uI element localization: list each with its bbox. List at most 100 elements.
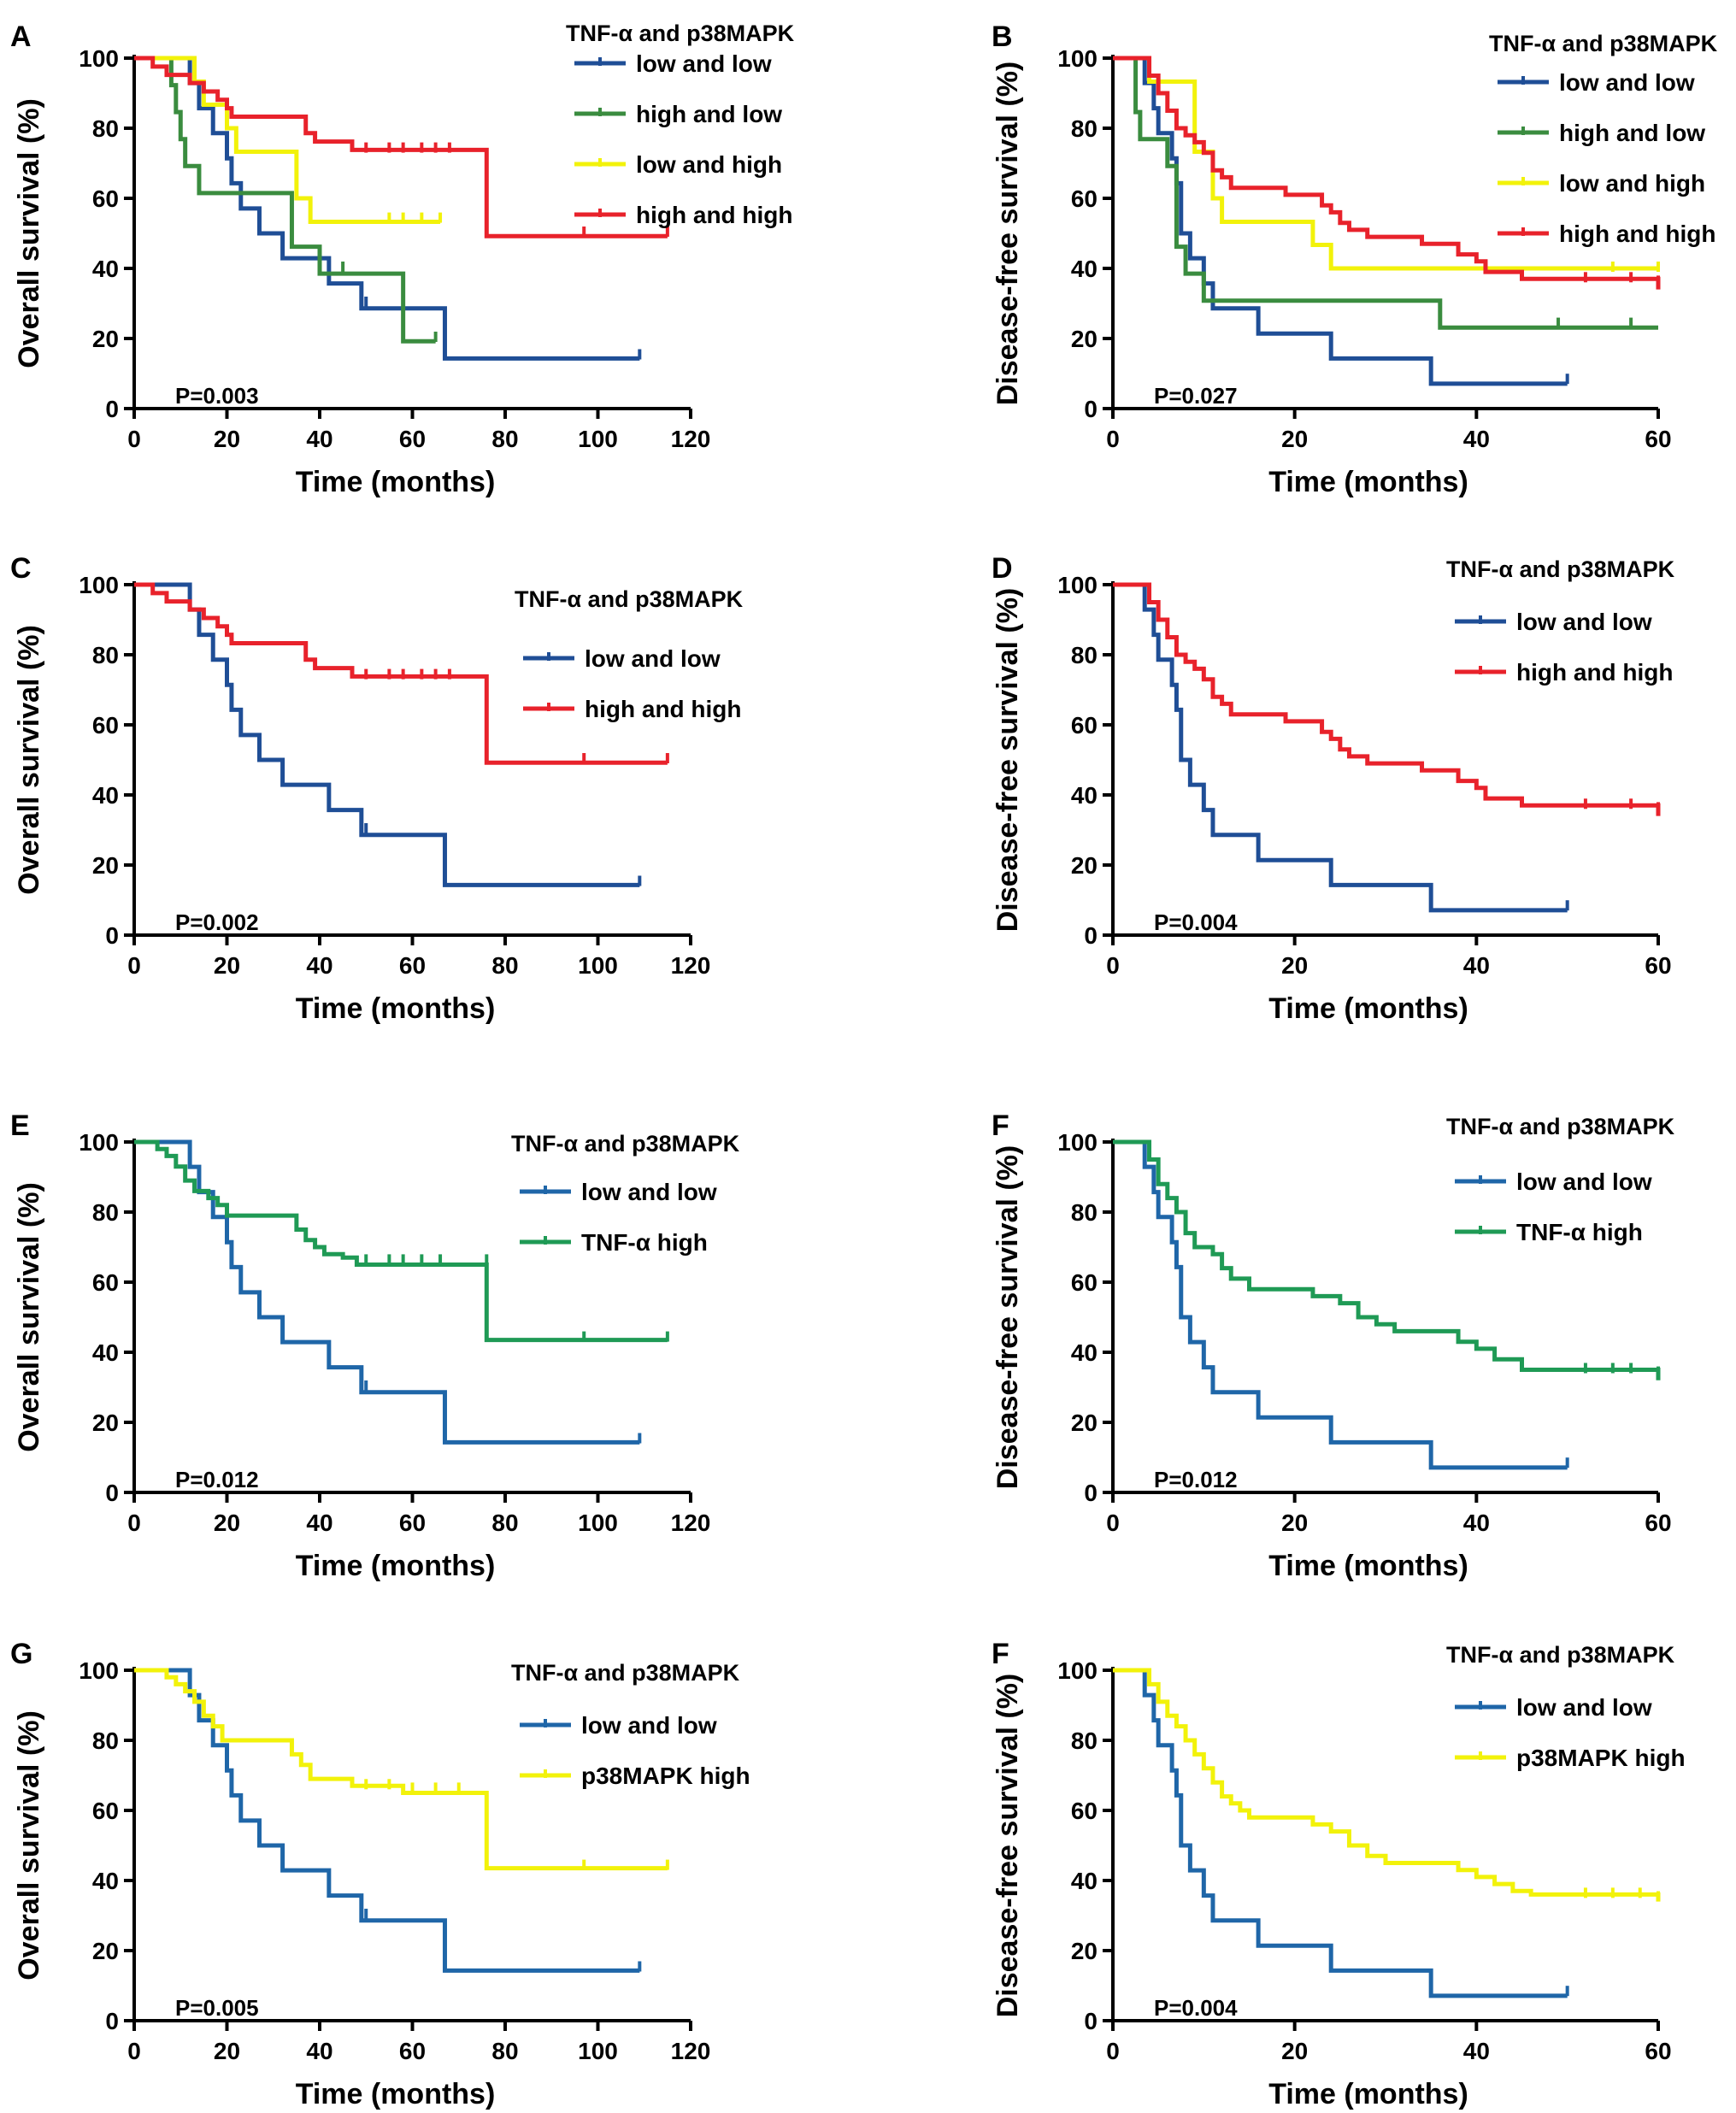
x-tick-label: 100 xyxy=(578,426,618,452)
p-value: P=0.012 xyxy=(1154,1467,1238,1492)
x-tick-label: 40 xyxy=(1463,426,1490,452)
y-tick-label: 80 xyxy=(92,1727,119,1754)
y-tick-label: 20 xyxy=(92,1938,119,1964)
legend-label: high and low xyxy=(636,101,782,127)
y-tick-label: 60 xyxy=(92,185,119,212)
panel-letter: A xyxy=(10,21,32,53)
x-axis-title: Time (months) xyxy=(296,466,496,498)
y-tick-label: 60 xyxy=(1071,1798,1098,1824)
x-tick-label: 80 xyxy=(491,426,518,452)
x-tick-label: 100 xyxy=(578,2038,618,2064)
y-tick-label: 40 xyxy=(1071,1868,1098,1894)
x-tick-label: 40 xyxy=(306,2038,332,2064)
km-curve-low-and-low xyxy=(134,582,640,887)
y-axis-title: Overall survival (%) xyxy=(13,1710,45,1981)
y-tick-label: 80 xyxy=(92,1199,119,1226)
panel-letter: D xyxy=(992,552,1013,585)
panel-f-6: F 0 20 40 60 80 100 0 20 40 60 Time (months) Disease… xyxy=(992,1109,1675,1582)
legend-label: low and low xyxy=(585,645,721,672)
x-axis-title: Time (months) xyxy=(1268,2078,1468,2110)
x-tick-label: 60 xyxy=(1645,1510,1671,1536)
p-value: P=0.003 xyxy=(175,383,259,409)
x-tick-label: 40 xyxy=(306,426,332,452)
legend-label: low and low xyxy=(636,50,772,77)
y-tick-label: 20 xyxy=(92,1410,119,1436)
panel-c-3: C 0 20 40 60 80 100 0 20 40 60 80 100 120 Time (months… xyxy=(10,552,744,1025)
legend-label: low and low xyxy=(1559,69,1695,96)
x-tick-label: 80 xyxy=(491,2038,518,2064)
x-tick-label: 60 xyxy=(1645,426,1671,452)
km-curve-low-and-high xyxy=(134,56,441,224)
y-axis-title: Overall survival (%) xyxy=(13,1182,45,1452)
panel-f-8: F 0 20 40 60 80 100 0 20 40 60 Time (months) Disease… xyxy=(992,1638,1686,2110)
y-tick-label: 60 xyxy=(92,712,119,739)
x-tick-label: 60 xyxy=(399,426,426,452)
legend-label: low and low xyxy=(1516,1168,1652,1195)
x-tick-label: 20 xyxy=(214,1510,240,1536)
p-value: P=0.005 xyxy=(175,1995,259,2021)
x-axis-title: Time (months) xyxy=(1268,992,1468,1025)
legend-title: TNF-α and p38MAPK xyxy=(515,586,744,612)
x-tick-label: 100 xyxy=(578,952,618,979)
panel-b-2: B 0 20 40 60 80 100 0 20 40 60 Time (months) Disease… xyxy=(992,21,1718,498)
y-tick-label: 40 xyxy=(92,1868,119,1894)
km-curve-tnf-high xyxy=(1113,1139,1661,1380)
km-curve-low-and-low xyxy=(134,56,640,361)
y-axis-title: Overall survival (%) xyxy=(13,98,45,368)
y-tick-label: 20 xyxy=(1071,326,1098,352)
p-value: P=0.004 xyxy=(1154,909,1238,935)
y-tick-label: 40 xyxy=(1071,256,1098,282)
y-tick-label: 20 xyxy=(1071,1410,1098,1436)
legend-label: p38MAPK high xyxy=(581,1763,750,1789)
p-value: P=0.004 xyxy=(1154,1995,1238,2021)
x-tick-label: 40 xyxy=(306,1510,332,1536)
km-curve-p38mapk-high xyxy=(1113,1668,1661,1902)
x-tick-label: 20 xyxy=(214,426,240,452)
km-curve-low-and-low xyxy=(1113,582,1568,913)
y-tick-label: 100 xyxy=(79,1129,119,1156)
legend-title: TNF-α and p38MAPK xyxy=(1446,1642,1675,1668)
x-tick-label: 0 xyxy=(1106,2038,1120,2064)
y-tick-label: 100 xyxy=(1057,572,1098,598)
x-tick-label: 60 xyxy=(399,952,426,979)
y-axis-title: Overall survival (%) xyxy=(13,625,45,895)
x-axis-title: Time (months) xyxy=(296,992,496,1025)
legend-title: TNF-α and p38MAPK xyxy=(1446,556,1675,582)
p-value: P=0.012 xyxy=(175,1467,259,1492)
legend-label: high and high xyxy=(1516,659,1674,686)
x-tick-label: 120 xyxy=(671,426,711,452)
x-tick-label: 20 xyxy=(214,952,240,979)
x-tick-label: 0 xyxy=(127,426,141,452)
legend-label: low and low xyxy=(1516,609,1652,635)
legend-label: TNF-α high xyxy=(1516,1219,1643,1245)
x-axis-title: Time (months) xyxy=(1268,466,1468,498)
legend-title: TNF-α and p38MAPK xyxy=(1489,31,1718,56)
panel-letter: F xyxy=(992,1638,1009,1670)
legend-label: low and high xyxy=(1559,170,1705,197)
km-curve-low-and-low xyxy=(1113,56,1568,386)
y-tick-label: 60 xyxy=(1071,185,1098,212)
legend-title: TNF-α and p38MAPK xyxy=(511,1131,740,1157)
legend-title: TNF-α and p38MAPK xyxy=(1446,1114,1675,1139)
panel-a-1: A 0 20 40 60 80 100 0 20 40 60 80 100 120 Time (months… xyxy=(10,21,795,498)
km-curve-high-and-high xyxy=(134,582,668,765)
km-curve-high-and-high xyxy=(134,56,668,238)
y-tick-label: 0 xyxy=(1084,1480,1098,1506)
km-curve-high-and-high xyxy=(1113,582,1661,816)
y-tick-label: 40 xyxy=(1071,782,1098,809)
x-tick-label: 80 xyxy=(491,952,518,979)
x-axis-title: Time (months) xyxy=(296,2078,496,2110)
x-tick-label: 60 xyxy=(1645,952,1671,979)
x-axis-title: Time (months) xyxy=(1268,1550,1468,1582)
km-curve-low-and-low xyxy=(134,1668,640,1973)
legend-label: low and high xyxy=(636,151,782,178)
y-axis-title: Disease-free survival (%) xyxy=(992,588,1024,933)
y-tick-label: 60 xyxy=(1071,1269,1098,1296)
x-tick-label: 120 xyxy=(671,2038,711,2064)
km-curve-low-and-high xyxy=(1113,56,1658,271)
y-axis-title: Disease-free survival (%) xyxy=(992,62,1024,406)
panel-g-7: G 0 20 40 60 80 100 0 20 40 60 80 100 120 Time (months… xyxy=(10,1638,750,2110)
y-tick-label: 80 xyxy=(1071,1199,1098,1226)
x-tick-label: 120 xyxy=(671,952,711,979)
